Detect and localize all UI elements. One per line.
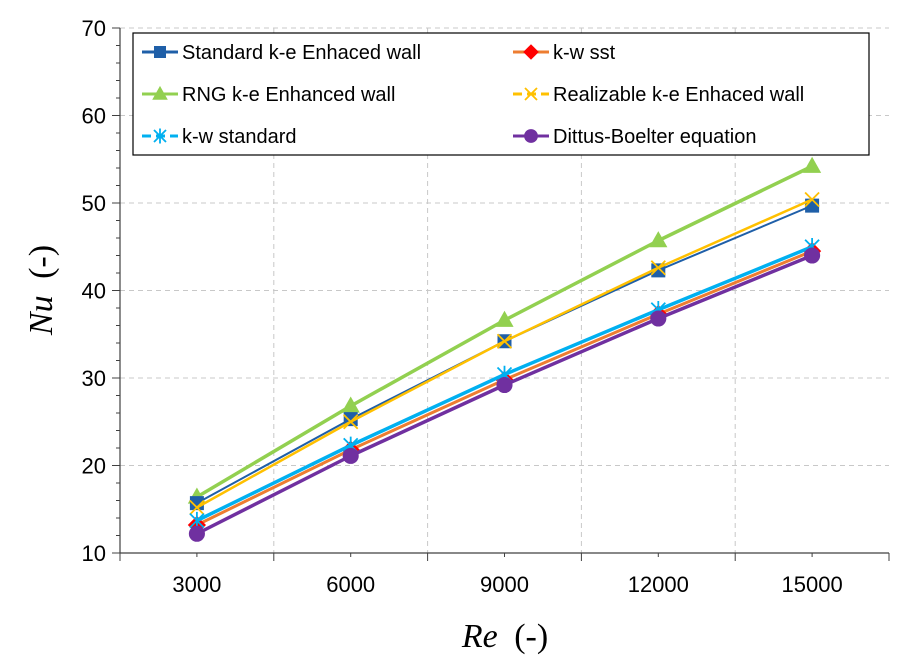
- legend-swatch-marker: [152, 85, 168, 100]
- data-point: [650, 260, 666, 276]
- legend-label: k-w standard: [182, 126, 297, 148]
- data-point: [342, 447, 359, 464]
- legend-swatch-marker: [524, 87, 538, 101]
- y-axis-title: Nu (-): [23, 245, 60, 336]
- series-6: [188, 247, 821, 542]
- legend-swatch-marker: [523, 44, 539, 60]
- legend-label: k-w sst: [553, 42, 616, 64]
- legend-item-6: Dittus-Boelter equation: [513, 126, 756, 148]
- legend-label: RNG k-e Enhanced wall: [182, 84, 395, 106]
- data-point: [341, 396, 360, 413]
- legend-item-3: RNG k-e Enhanced wall: [142, 84, 395, 106]
- y-tick-label: 60: [82, 104, 106, 129]
- series-4: [189, 191, 820, 516]
- data-point: [496, 376, 513, 394]
- y-tick-label: 50: [82, 191, 106, 216]
- y-axis-unit: (-): [23, 245, 60, 279]
- y-tick-label: 10: [82, 541, 106, 566]
- y-tick-label: 30: [82, 366, 106, 391]
- x-axis-unit: (-): [514, 618, 548, 655]
- y-tick-label: 20: [82, 454, 106, 479]
- x-tick-label: 9000: [480, 572, 529, 597]
- series-group: [187, 156, 822, 542]
- data-point: [343, 414, 359, 430]
- legend-label: Standard k-e Enhaced wall: [182, 42, 421, 64]
- data-point: [495, 310, 514, 327]
- x-tick-label: 6000: [326, 572, 375, 597]
- data-point: [803, 156, 822, 173]
- data-point: [649, 231, 668, 248]
- legend-item-1: Standard k-e Enhaced wall: [142, 42, 421, 64]
- data-point: [804, 247, 821, 264]
- data-point: [650, 310, 667, 327]
- legend-item-5: k-w standard: [142, 126, 297, 148]
- legend-swatch-marker: [524, 129, 538, 143]
- legend-label: Realizable k-e Enhaced wall: [553, 84, 804, 106]
- x-axis-title: Re (-): [461, 618, 548, 655]
- axes: 10 20 30 40 50 60 70 3000 6000 9000 12000 15000: [82, 16, 890, 597]
- data-point: [188, 525, 205, 542]
- data-point: [496, 333, 513, 349]
- legend: Standard k-e Enhaced wall k-w sst RNG k-e …: [132, 32, 870, 156]
- y-tick-label: 70: [82, 16, 106, 41]
- y-axis-symbol: Nu: [23, 295, 60, 336]
- legend-item-4: Realizable k-e Enhaced wall: [513, 84, 804, 106]
- legend-box: [132, 32, 870, 156]
- legend-swatch-marker: [154, 46, 166, 58]
- x-axis-symbol: Re: [461, 618, 498, 655]
- legend-swatch-marker: [153, 128, 167, 144]
- legend-item-2: k-w sst: [513, 42, 616, 64]
- data-point: [189, 499, 205, 516]
- data-point: [804, 191, 820, 208]
- y-tick-label: 40: [82, 279, 106, 304]
- legend-label: Dittus-Boelter equation: [553, 126, 756, 148]
- x-tick-label: 3000: [172, 572, 221, 597]
- x-tick-label: 12000: [628, 572, 689, 597]
- x-tick-label: 15000: [782, 572, 843, 597]
